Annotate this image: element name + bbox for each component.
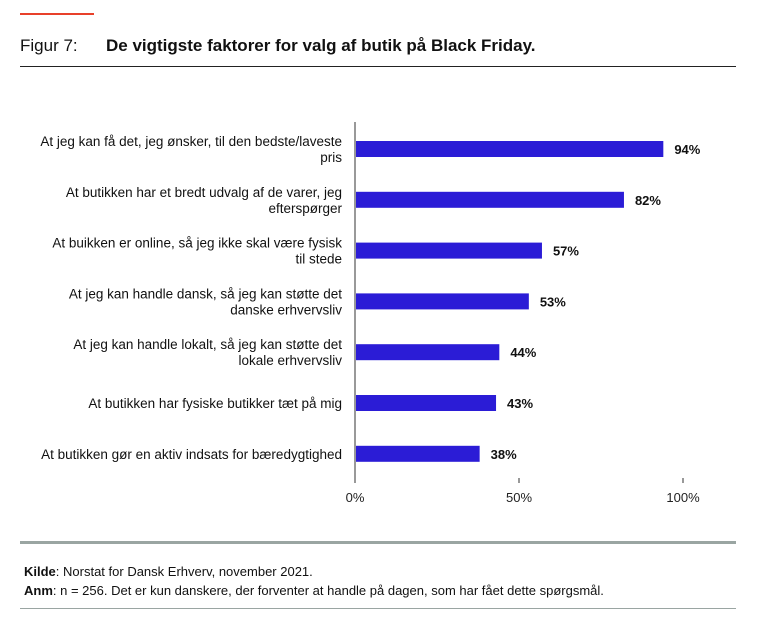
figure-title: De vigtigste faktorer for valg af butik …: [106, 36, 536, 55]
category-label: lokale erhvervsliv: [238, 353, 342, 368]
note-text: : n = 256. Det er kun danskere, der forv…: [52, 583, 604, 598]
bar: [356, 191, 624, 208]
bar: [356, 344, 500, 361]
note-label: Anm: [24, 583, 53, 598]
bar-value-label: 82%: [635, 193, 661, 208]
category-label: At butikken gør en aktiv indsats for bær…: [41, 447, 342, 462]
category-label: efterspørger: [268, 201, 342, 216]
bar-value-label: 94%: [674, 142, 700, 157]
x-tick-label: 0%: [346, 490, 365, 505]
header-divider: [20, 66, 736, 67]
category-label: pris: [320, 150, 342, 165]
bar-value-label: 53%: [540, 294, 566, 309]
bar: [356, 242, 542, 259]
end-divider: [20, 608, 736, 609]
bar: [356, 141, 664, 157]
category-label: At butikken har fysiske butikker tæt på …: [88, 396, 342, 411]
source-label: Kilde: [24, 564, 56, 579]
bar-value-label: 43%: [507, 396, 533, 411]
x-tick-label: 50%: [506, 490, 532, 505]
source-note: Kilde: Norstat for Dansk Erhverv, novemb…: [24, 562, 604, 581]
bar-value-label: 38%: [491, 447, 517, 462]
category-label: At butikken har et bredt udvalg af de va…: [66, 185, 342, 200]
bar: [356, 293, 529, 310]
x-tick-label: 100%: [666, 490, 700, 505]
footnotes: Kilde: Norstat for Dansk Erhverv, novemb…: [24, 562, 604, 600]
accent-line: [20, 13, 94, 15]
source-text: : Norstat for Dansk Erhverv, november 20…: [55, 564, 313, 579]
bar: [356, 445, 480, 462]
category-label: At jeg kan få det, jeg ønsker, til den b…: [40, 134, 342, 149]
category-label: til stede: [295, 252, 342, 267]
category-label: danske erhvervsliv: [230, 302, 342, 317]
category-label: At buikken er online, så jeg ikke skal v…: [52, 236, 342, 251]
figure-label: Figur 7:: [20, 36, 78, 55]
category-label: At jeg kan handle dansk, så jeg kan støt…: [69, 286, 342, 301]
bar-value-label: 44%: [510, 345, 536, 360]
bar-value-label: 57%: [553, 244, 579, 259]
footer-divider: [20, 541, 736, 544]
bar: [356, 395, 497, 411]
category-label: At jeg kan handle lokalt, så jeg kan stø…: [73, 337, 342, 352]
sample-note: Anm: n = 256. Det er kun danskere, der f…: [24, 581, 604, 600]
bar-chart: 0% 50% 100% At jeg kan få det, jeg ønsker, …: [40, 122, 701, 505]
